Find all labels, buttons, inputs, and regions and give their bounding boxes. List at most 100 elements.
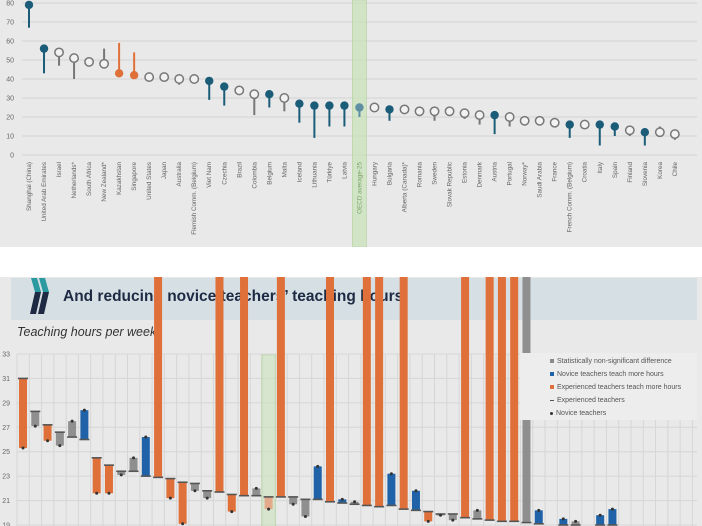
lollipop-dot: [579, 119, 590, 130]
range-bar: [141, 437, 150, 477]
range-bar: [448, 514, 457, 521]
novice-marker: [451, 518, 455, 522]
x-tick-label: Lithuania: [311, 162, 318, 188]
x-tick-label: Bulgaria: [386, 162, 393, 186]
range-bar: [596, 515, 605, 525]
range-bar: [485, 277, 494, 521]
lollipop-dot: [265, 90, 274, 99]
y-tick-label: 20: [6, 115, 14, 122]
x-tick-label: Viet Nam: [206, 162, 213, 188]
x-tick-label: Korea: [657, 162, 664, 179]
chart-subtitle: Teaching hours per week: [17, 325, 157, 339]
legend-item-novice: Novice teachers: [550, 410, 606, 417]
x-tick-label: Flemish Comm. (Belgium): [191, 162, 198, 235]
novice-marker: [144, 435, 148, 439]
lollipop-dot: [159, 72, 170, 83]
x-tick-label: Czechia: [221, 162, 228, 185]
range-bar: [129, 457, 138, 472]
legend-label: Experienced teachers teach more hours: [557, 384, 682, 391]
lollipop-dot: [549, 117, 560, 128]
lollipop-dot: [640, 128, 650, 137]
legend-label: Statistically non-significant difference: [557, 358, 672, 365]
lollipop-dot: [385, 105, 394, 114]
x-tick-label: Colombia: [251, 162, 258, 189]
novice-marker: [46, 439, 50, 443]
lollipop-dot: [295, 99, 304, 108]
legend-label: Novice teachers: [556, 410, 607, 417]
lollipop-dot: [504, 112, 515, 122]
novice-marker: [82, 408, 86, 412]
range-bar: [289, 496, 298, 505]
y-tick-label: 25: [2, 449, 10, 456]
novice-marker: [353, 500, 357, 504]
legend-item-nonsignificant: Statistically non-significant difference: [550, 358, 672, 365]
x-tick-label: United States: [146, 162, 153, 200]
range-bar: [166, 478, 175, 499]
chart-legend: Statistically non-significant difference…: [520, 353, 697, 420]
x-tick-label: New Zealand*: [101, 161, 108, 201]
y-tick-label: 23: [2, 474, 10, 481]
lollipop-dot: [220, 82, 229, 91]
x-tick-label: Belgium: [266, 162, 273, 185]
x-tick-label: Norway*: [522, 161, 529, 185]
novice-marker: [70, 419, 74, 423]
range-bar: [362, 277, 371, 506]
x-tick-label: South Africa: [86, 162, 93, 196]
range-bar: [375, 277, 384, 507]
x-tick-label: Italy: [597, 161, 604, 173]
y-tick-label: 10: [6, 134, 14, 141]
range-bar: [80, 410, 89, 440]
lollipop-dot: [205, 76, 214, 86]
x-tick-label: United Arab Emirates: [41, 162, 48, 222]
novice-marker: [537, 508, 541, 512]
lollipop-dot: [189, 74, 200, 84]
novice-marker: [181, 522, 185, 526]
x-tick-label: Japan: [161, 162, 168, 180]
novice-marker: [439, 513, 443, 517]
y-tick-label: 60: [6, 39, 14, 46]
range-bar: [559, 518, 568, 525]
x-tick-label: Estonia: [462, 162, 469, 184]
y-tick-label: 80: [6, 1, 14, 8]
oecd-highlight-band: [261, 354, 277, 526]
novice-marker: [598, 513, 602, 517]
lollipop-dot: [610, 122, 619, 131]
x-tick-label: Hungary: [371, 161, 378, 186]
novice-marker: [132, 456, 136, 460]
lollipop-chart-panel: 0 10 20 30 40 50 60 70 80 Shanghai (China) United …: [0, 0, 702, 248]
x-tick-label: Portugal: [507, 162, 514, 185]
x-tick-label: Latvia: [341, 162, 348, 179]
range-bar: [252, 488, 261, 496]
lollipop-dot: [325, 101, 334, 110]
range-bar: [608, 509, 617, 525]
y-tick-label: 29: [2, 400, 10, 407]
lollipop-dot: [474, 110, 485, 121]
novice-marker: [316, 464, 320, 468]
lollipop-dot: [669, 129, 680, 140]
x-tick-label: Chile: [672, 162, 679, 177]
lollipop-dot: [340, 101, 349, 110]
novice-marker: [33, 424, 37, 428]
range-bar: [534, 510, 543, 524]
lollipop-dot: [84, 56, 95, 67]
lollipop-dot: [310, 101, 319, 110]
lollipop-dot: [534, 115, 545, 126]
title-banner: And reducing novice teachers’ teaching h…: [11, 278, 697, 320]
novice-marker: [610, 507, 614, 511]
novice-marker: [58, 444, 62, 448]
x-tick-label: Finland: [627, 162, 634, 183]
range-bar: [510, 277, 519, 522]
range-bar: [571, 521, 580, 525]
x-tick-label: Malta: [281, 162, 288, 178]
novice-marker: [340, 497, 344, 501]
y-tick-label: 27: [2, 425, 10, 432]
lollipop-dot: [624, 125, 635, 136]
y-tick-label: 31: [2, 376, 10, 383]
x-tick-label: Romania: [417, 162, 424, 188]
oecd-logo-icon: [30, 278, 49, 314]
y-tick-label: 50: [6, 58, 14, 65]
x-tick-label: Türkiye: [326, 162, 333, 183]
legend-item-experienced-more: Experienced teachers teach more hours: [550, 384, 681, 391]
novice-marker: [475, 508, 479, 512]
lollipop-dot: [54, 47, 64, 58]
